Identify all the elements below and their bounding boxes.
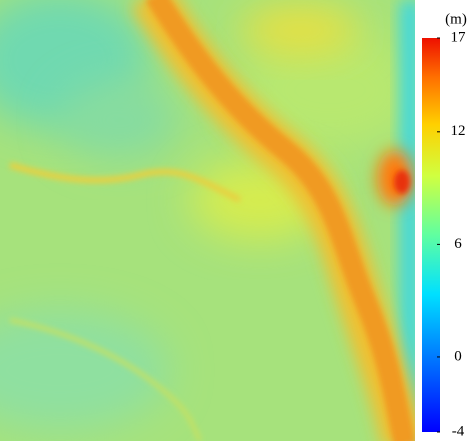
tick-label: 0 <box>454 348 462 364</box>
elevation-map <box>0 0 420 441</box>
tick-label: 12 <box>451 123 466 139</box>
colorbar <box>422 38 440 432</box>
figure: (m) 17 12 6 0 -4 <box>0 0 472 441</box>
tick-label: -4 <box>452 423 465 439</box>
colorbar-label: (m) <box>445 11 467 27</box>
tick-label: 17 <box>451 29 467 45</box>
tick-label: 6 <box>454 236 462 252</box>
